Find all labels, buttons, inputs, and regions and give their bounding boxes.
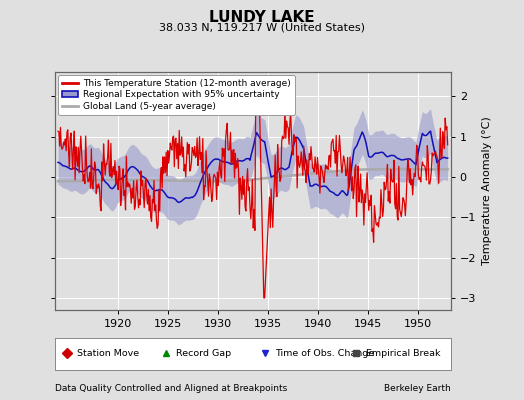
Y-axis label: Temperature Anomaly (°C): Temperature Anomaly (°C) [482, 117, 492, 265]
Text: 38.033 N, 119.217 W (United States): 38.033 N, 119.217 W (United States) [159, 22, 365, 32]
Text: Berkeley Earth: Berkeley Earth [384, 384, 451, 393]
Text: Time of Obs. Change: Time of Obs. Change [275, 349, 374, 358]
Text: Record Gap: Record Gap [176, 349, 231, 358]
Text: Data Quality Controlled and Aligned at Breakpoints: Data Quality Controlled and Aligned at B… [55, 384, 287, 393]
Text: LUNDY LAKE: LUNDY LAKE [209, 10, 315, 25]
Legend: This Temperature Station (12-month average), Regional Expectation with 95% uncer: This Temperature Station (12-month avera… [58, 75, 295, 115]
Text: Station Move: Station Move [77, 349, 139, 358]
Text: Empirical Break: Empirical Break [366, 349, 440, 358]
